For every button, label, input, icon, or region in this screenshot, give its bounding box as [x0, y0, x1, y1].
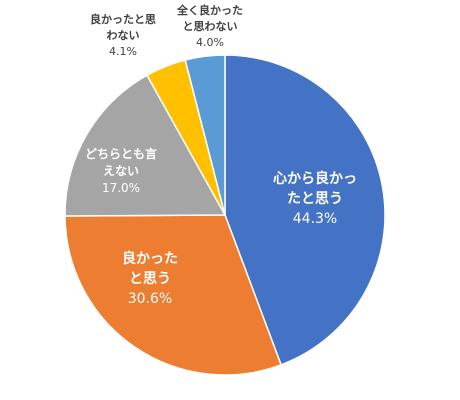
slice-value-3: 17.0%	[102, 181, 140, 195]
pie-slice-5	[184, 54, 226, 216]
slice-label-4-line-2: わない	[107, 29, 140, 42]
slice-label-4-line-1: 良かったと思	[90, 12, 156, 26]
pie-slice-2	[64, 214, 283, 376]
slice-label-5-line-1: 全く良かった	[176, 3, 243, 17]
slice-value-1: 44.3%	[293, 211, 337, 227]
slice-value-5: 4.0%	[196, 36, 224, 49]
slice-label-2-line-1: 良かった	[122, 250, 178, 267]
slice-label-1-line-2: たと思う	[287, 191, 343, 207]
slice-label-5-line-2: と思わない	[183, 20, 238, 33]
slice-value-4: 4.1%	[109, 45, 137, 58]
slice-label-2-line-2: と思う	[129, 271, 171, 287]
slice-value-2: 30.6%	[128, 291, 172, 307]
slice-label-3-line-1: どちらとも言	[85, 146, 157, 161]
slice-label-3-line-2: えない	[103, 164, 139, 178]
slice-label-1-line-1: 心から良かっ	[273, 170, 357, 187]
pie-slice-3	[64, 74, 227, 217]
pie-slice-1	[224, 54, 386, 366]
